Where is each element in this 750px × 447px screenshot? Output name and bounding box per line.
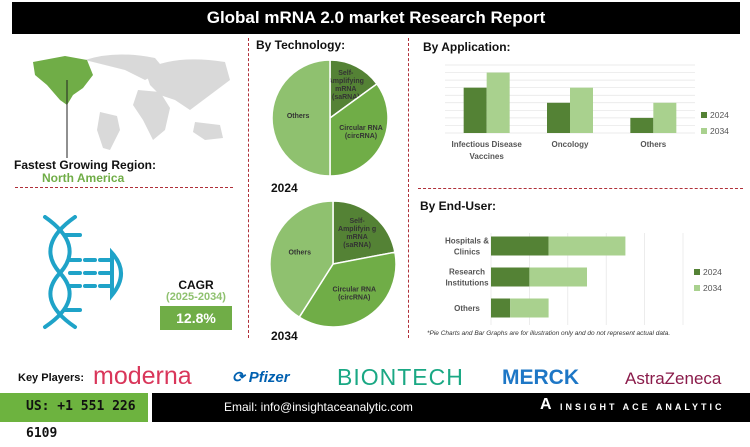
bar-segment xyxy=(491,267,530,287)
technology-title: By Technology: xyxy=(256,38,346,52)
pfizer-swirl-icon: ⟳ xyxy=(232,369,245,386)
cagr-label: CAGR xyxy=(178,278,214,292)
brand-logo-icon: A xyxy=(540,396,552,413)
y-tick-label: Research Institutions xyxy=(445,268,489,288)
bar-segment xyxy=(548,236,626,256)
application-bar-chart: Infectious Disease Vaccines Oncology Others… xyxy=(445,64,729,161)
continent xyxy=(193,122,223,140)
disclaimer-note: *Pie Charts and Bar Graphs are for illus… xyxy=(427,330,671,337)
x-tick-label: Oncology xyxy=(552,140,589,149)
legend-label: 2024 xyxy=(703,267,722,277)
north-america-region xyxy=(33,56,93,105)
continent xyxy=(85,54,165,80)
x-tick-label: Others xyxy=(640,140,666,149)
bar xyxy=(486,72,510,133)
x-tick-label: Infectious Disease Vaccines xyxy=(452,140,523,161)
world-map xyxy=(33,54,230,158)
application-title: By Application: xyxy=(423,40,511,54)
legend-swatch xyxy=(701,112,707,118)
logo-merck: MERCK xyxy=(502,366,579,389)
bar-segment xyxy=(529,267,587,287)
bar-segment xyxy=(491,236,549,256)
bar xyxy=(570,87,593,133)
bar xyxy=(630,117,654,133)
region-label: Fastest Growing Region: xyxy=(14,158,157,172)
divider xyxy=(15,187,233,188)
bar-segment xyxy=(491,298,511,318)
bar xyxy=(463,87,487,133)
legend-swatch xyxy=(694,269,700,275)
legend-label: 2034 xyxy=(710,126,729,136)
pie-chart-2024: Self-Amplifying mRNA (saRNA) Circular RNA (c… xyxy=(271,59,389,177)
pie-year-2024: 2024 xyxy=(271,181,298,195)
pie-slice xyxy=(329,59,378,120)
pie-label: Self-Amplifying mRNA (saRNA) xyxy=(328,70,364,101)
legend-label: 2034 xyxy=(703,283,722,293)
logo-pfizer: ⟳ Pfizer xyxy=(232,368,290,386)
pie-slice xyxy=(329,82,389,177)
bar xyxy=(653,102,677,133)
logo-moderna: moderna xyxy=(93,362,192,390)
divider xyxy=(408,38,409,338)
brand-name: INSIGHT ACE ANALYTIC xyxy=(560,402,725,412)
divider xyxy=(248,38,249,338)
logo-astrazeneca: AstraZeneca xyxy=(625,369,722,388)
pie-slice xyxy=(269,200,334,319)
pie-slice xyxy=(332,200,396,265)
email-link[interactable]: Email: info@insightaceanalytic.com xyxy=(224,400,413,414)
continent xyxy=(133,90,170,140)
footer-bar: Email: info@insightaceanalytic.com A INS… xyxy=(152,393,750,422)
pie-label: Circular RNA (circRNA) xyxy=(339,125,383,140)
report-title: Global mRNA 2.0 market Research Report xyxy=(12,2,740,34)
y-tick-label: Others xyxy=(454,304,480,313)
region-value: North America xyxy=(42,171,125,185)
bar xyxy=(547,102,570,133)
logo-biontech: BIONTECH xyxy=(337,364,464,390)
end-user-title: By End-User: xyxy=(420,199,497,213)
bar-segment xyxy=(510,298,549,318)
pfizer-text: Pfizer xyxy=(248,369,290,386)
pie-chart-2034: Self-Amplifyin g mRNA (saRNA) Circular RNA(… xyxy=(269,200,397,328)
pie-label: Others xyxy=(288,249,311,256)
divider xyxy=(418,188,743,189)
pie-label: Others xyxy=(287,113,310,120)
key-players-label: Key Players: xyxy=(18,372,85,384)
legend-label: 2024 xyxy=(710,110,729,120)
legend-swatch xyxy=(701,128,707,134)
continent xyxy=(145,59,230,110)
cagr-value: 12.8% xyxy=(160,306,232,330)
pie-year-2034: 2034 xyxy=(271,329,298,343)
pie-label: Circular RNA (circRNA) xyxy=(332,286,376,301)
dna-icon xyxy=(43,215,123,329)
phone-number[interactable]: US: +1 551 226 6109 xyxy=(0,393,148,441)
cagr-period: (2025-2034) xyxy=(166,291,226,303)
pie-label: Self-Amplifyin g mRNA (saRNA) xyxy=(338,218,376,249)
end-user-bar-chart: Hospitals & Clinics Research Institutions Ot… xyxy=(445,233,722,325)
pie-slice xyxy=(271,59,331,177)
pie-slice xyxy=(298,251,397,328)
legend-swatch xyxy=(694,285,700,291)
y-tick-label: Hospitals & Clinics xyxy=(445,237,489,257)
continent xyxy=(97,112,120,150)
